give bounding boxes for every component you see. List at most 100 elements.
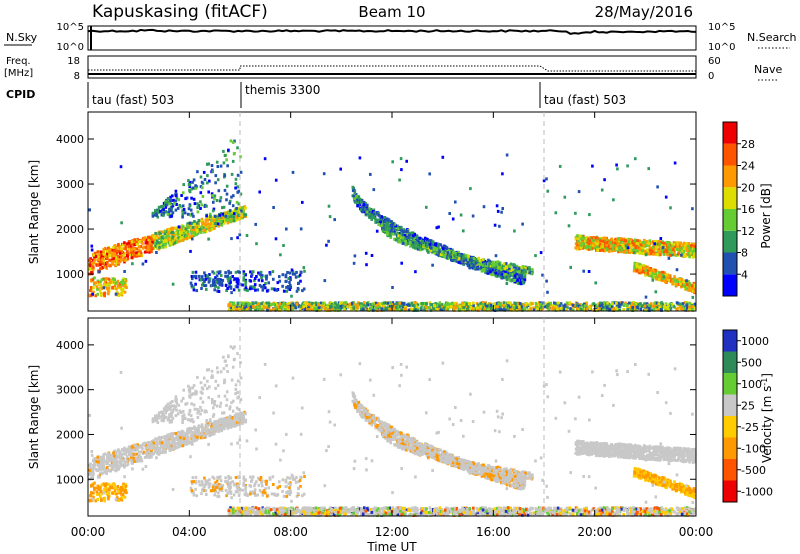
power-cell <box>391 229 395 233</box>
power-cell <box>552 306 555 310</box>
power-cell <box>104 280 107 284</box>
power-cell <box>481 260 485 264</box>
power-cell <box>113 259 117 263</box>
power-cell <box>416 308 419 312</box>
power-cell <box>677 252 680 256</box>
power-cell <box>585 241 589 245</box>
power-cell <box>92 265 95 269</box>
power-cell <box>225 158 228 162</box>
power-cell <box>593 243 596 247</box>
power-cell <box>250 273 254 277</box>
power-cell <box>225 184 229 188</box>
power-cell <box>502 262 506 266</box>
power-cell <box>216 165 220 168</box>
power-cell <box>118 247 121 250</box>
power-cell <box>536 307 539 311</box>
power-cell <box>371 302 374 306</box>
power-cell <box>102 254 105 258</box>
power-cell <box>669 248 673 252</box>
power-cell <box>160 238 163 242</box>
power-cell <box>425 302 428 306</box>
power-cell <box>96 287 99 291</box>
power-cell <box>481 303 485 307</box>
power-cell <box>91 278 95 282</box>
power-cell <box>489 306 493 310</box>
power-cell <box>256 288 260 292</box>
power-cell <box>205 287 208 291</box>
power-cell <box>476 305 479 309</box>
power-cell <box>260 308 263 312</box>
power-cell <box>208 212 212 216</box>
power-cell <box>240 209 243 213</box>
power-cell <box>89 257 92 261</box>
power-cell <box>502 301 506 305</box>
power-cell <box>504 264 508 268</box>
power-cell <box>174 231 178 235</box>
power-cell <box>415 235 419 239</box>
power-cell <box>488 259 492 263</box>
power-cell <box>210 223 214 227</box>
power-cell <box>288 303 292 307</box>
power-cell <box>108 279 112 283</box>
power-cell <box>386 232 389 236</box>
power-cell <box>234 270 238 274</box>
power-cell <box>497 305 500 309</box>
power-cell <box>452 253 456 257</box>
power-cell <box>298 273 302 277</box>
power-cell <box>481 307 484 311</box>
power-cell <box>595 239 599 243</box>
power-cell <box>203 178 207 181</box>
power-cell <box>125 286 128 289</box>
power-cell <box>226 164 229 168</box>
power-cell <box>654 247 657 251</box>
power-cell <box>633 239 637 243</box>
power-cell <box>226 221 230 225</box>
power-cell <box>400 229 403 233</box>
power-cell <box>220 223 224 227</box>
power-cell <box>665 250 669 254</box>
power-cell <box>190 275 194 278</box>
power-cell <box>152 236 155 240</box>
power-cell <box>106 249 109 253</box>
power-cell <box>276 305 280 309</box>
power-cell <box>600 303 604 307</box>
power-cell <box>317 303 320 307</box>
power-cell <box>589 246 592 250</box>
power-cell <box>464 256 468 260</box>
power-cell <box>410 307 414 311</box>
power-cell <box>385 225 389 229</box>
power-cell <box>208 179 211 183</box>
power-cell <box>166 213 170 216</box>
power-cell <box>499 305 502 309</box>
power-cell <box>162 212 166 216</box>
power-cell <box>242 272 246 276</box>
power-cell <box>638 247 642 251</box>
power-cell <box>228 209 232 213</box>
power-cell <box>158 231 161 235</box>
power-cell <box>547 308 551 312</box>
nsky-trace <box>87 28 697 35</box>
power-cell <box>486 271 490 275</box>
power-cell <box>216 178 220 182</box>
power-cell <box>177 236 181 240</box>
power-cell <box>183 235 187 239</box>
power-cell <box>684 254 688 258</box>
power-cell <box>327 308 330 312</box>
power-cell <box>390 226 394 230</box>
power-cell <box>187 179 190 183</box>
power-cell <box>439 308 442 312</box>
power-cell <box>466 264 470 267</box>
power-cell <box>307 305 310 309</box>
power-cell <box>207 226 210 230</box>
power-cell <box>499 308 502 311</box>
power-cell <box>201 186 204 190</box>
power-cell <box>647 252 651 256</box>
power-cell <box>171 229 174 233</box>
power-cell <box>464 308 467 312</box>
power-cell <box>578 307 581 311</box>
power-cell <box>209 222 213 226</box>
power-cell <box>202 170 206 174</box>
power-cell <box>511 268 514 272</box>
power-cell <box>603 239 607 243</box>
power-cell <box>668 241 671 245</box>
